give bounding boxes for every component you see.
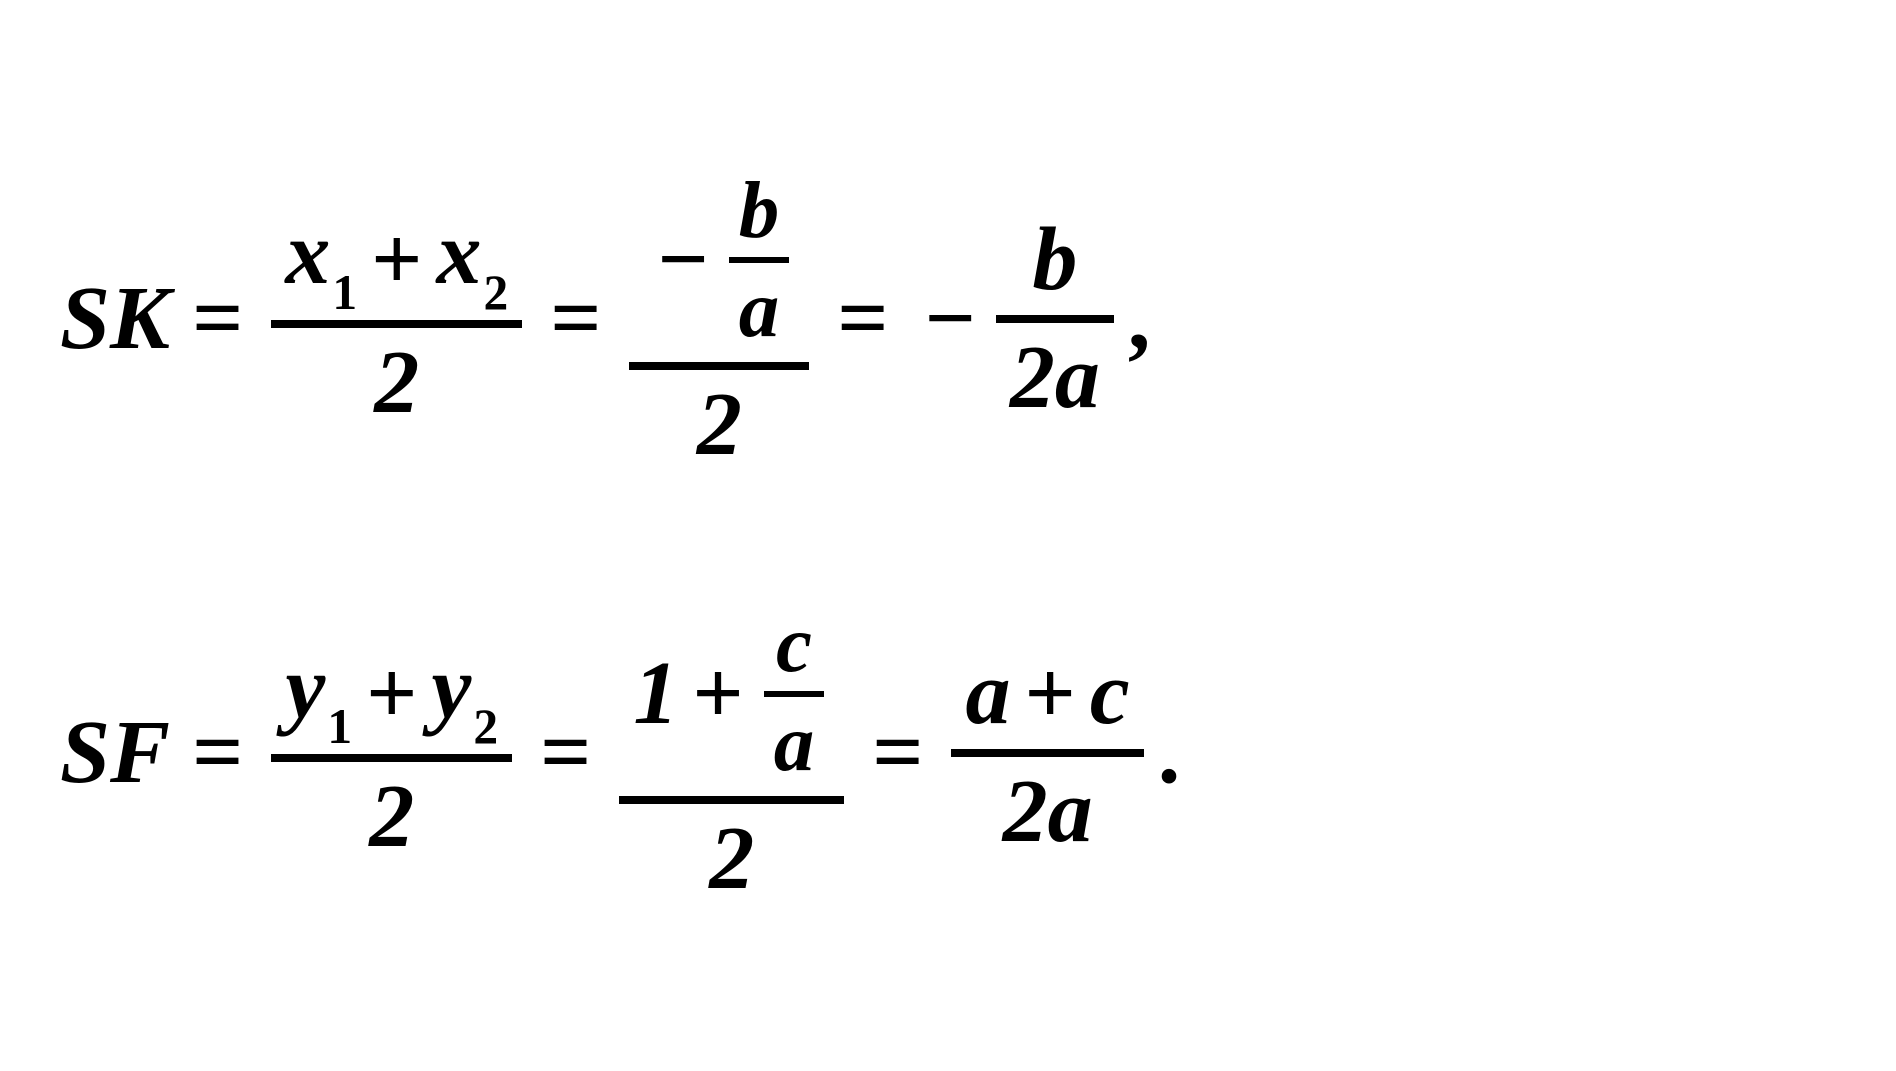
- var-y: y: [431, 638, 471, 737]
- sk-term1-numerator: x1 + x2: [271, 203, 522, 317]
- equation-sf: SF = y1 + y2 2 = 1 + c: [60, 596, 1180, 910]
- fraction-bar: [764, 691, 825, 697]
- num-one: 1: [633, 649, 678, 739]
- sk-term3-numerator: b: [1018, 209, 1091, 311]
- sf-term2-fraction: 1 + c a 2: [619, 596, 844, 910]
- period: .: [1158, 708, 1181, 798]
- den-a: a: [1055, 333, 1100, 423]
- fraction-bar: [271, 754, 512, 762]
- plus-sign: +: [1024, 649, 1075, 739]
- sub-1: 1: [327, 699, 352, 754]
- inner-num-b: b: [729, 168, 790, 253]
- sf-term1-fraction: y1 + y2 2: [271, 637, 512, 869]
- var-x: x: [285, 204, 330, 303]
- num-a: a: [965, 649, 1010, 739]
- sk-lhs: SK: [60, 274, 170, 364]
- den-a: a: [1048, 767, 1093, 857]
- sub-2: 2: [473, 699, 498, 754]
- comma: ,: [1128, 274, 1151, 364]
- var-y2: y2: [431, 643, 498, 745]
- var-y1: y1: [285, 643, 352, 745]
- minus-sign: −: [657, 215, 708, 305]
- sk-term3-fraction: b 2a: [996, 209, 1114, 429]
- equation-sk: SK = x1 + x2 2 = − b: [60, 162, 1150, 476]
- sf-term1-numerator: y1 + y2: [271, 637, 512, 751]
- sk-term2-inner-fraction: b a: [729, 168, 790, 352]
- inner-den-a: a: [764, 701, 825, 786]
- fraction-bar: [629, 362, 809, 370]
- sf-term1-denominator: 2: [355, 766, 428, 868]
- equals-sign: =: [550, 274, 601, 364]
- inner-den-a: a: [729, 267, 790, 352]
- sf-term2-inner-fraction: c a: [764, 602, 825, 786]
- fraction-bar: [619, 796, 844, 804]
- sf-term3-numerator: a + c: [951, 643, 1143, 745]
- sf-term2-denominator: 2: [695, 808, 768, 910]
- plus-sign: +: [692, 649, 743, 739]
- sf-term3-denominator: 2a: [989, 761, 1107, 863]
- minus-sign: −: [925, 274, 976, 364]
- fraction-bar: [996, 315, 1114, 323]
- sf-lhs: SF: [60, 708, 170, 798]
- var-x2: x2: [436, 209, 508, 311]
- var-y: y: [285, 638, 325, 737]
- fraction-bar: [271, 320, 522, 328]
- sk-term1-fraction: x1 + x2 2: [271, 203, 522, 435]
- equals-sign: =: [192, 708, 243, 798]
- var-x: x: [436, 204, 481, 303]
- den-2: 2: [1010, 333, 1055, 423]
- plus-sign: +: [371, 215, 422, 305]
- sf-term3-fraction: a + c 2a: [951, 643, 1143, 863]
- sk-term2-denominator: 2: [683, 374, 756, 476]
- plus-sign: +: [366, 649, 417, 739]
- sk-term2-fraction: − b a 2: [629, 162, 809, 476]
- sk-term2-numerator: − b a: [629, 162, 809, 358]
- equals-sign: =: [192, 274, 243, 364]
- sub-1: 1: [332, 265, 357, 320]
- equals-sign: =: [540, 708, 591, 798]
- inner-num-c: c: [766, 602, 822, 687]
- var-x1: x1: [285, 209, 357, 311]
- equals-sign: =: [872, 708, 923, 798]
- fraction-bar: [951, 749, 1143, 757]
- fraction-bar: [729, 257, 790, 263]
- sk-term1-denominator: 2: [360, 332, 433, 434]
- sk-term3-denominator: 2a: [996, 327, 1114, 429]
- sf-term2-numerator: 1 + c a: [619, 596, 844, 792]
- equations-page: SK = x1 + x2 2 = − b: [0, 0, 1896, 1071]
- den-2: 2: [1003, 767, 1048, 857]
- sub-2: 2: [483, 265, 508, 320]
- num-c: c: [1090, 649, 1130, 739]
- equals-sign: =: [837, 274, 888, 364]
